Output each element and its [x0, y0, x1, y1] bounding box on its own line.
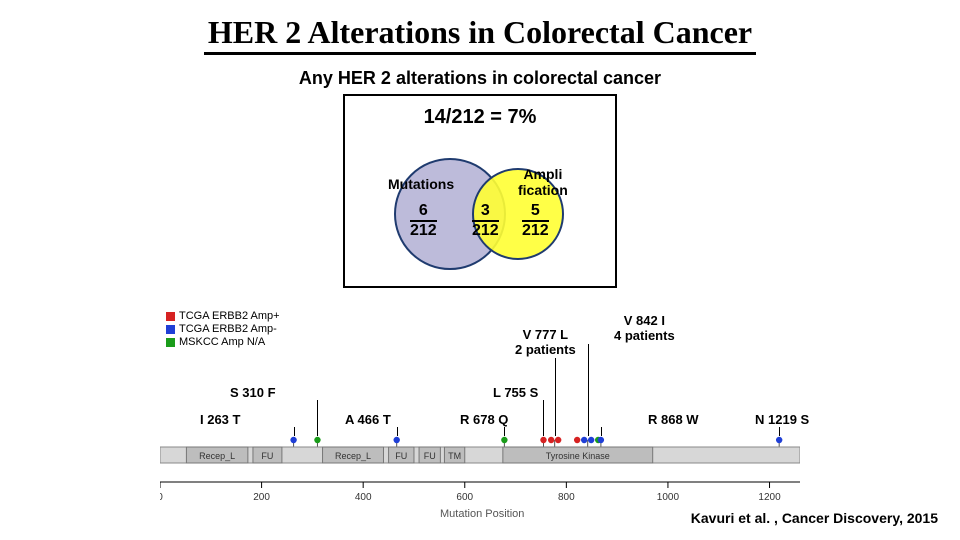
citation: Kavuri et al. , Cancer Discovery, 2015 — [691, 510, 938, 526]
venn-right-frac: 5212 — [522, 202, 549, 239]
page-title: HER 2 Alterations in Colorectal Cancer — [0, 14, 960, 51]
mutation-label-n1219s: N 1219 S — [755, 413, 809, 428]
svg-text:FU: FU — [424, 451, 436, 461]
mutation-label-r678q: R 678 Q — [460, 413, 508, 428]
mutation-label-v777l: V 777 L2 patients — [515, 328, 576, 358]
svg-text:600: 600 — [456, 492, 473, 503]
svg-text:Recep_L: Recep_L — [199, 451, 235, 461]
svg-text:FU: FU — [395, 451, 407, 461]
svg-text:0: 0 — [160, 492, 163, 503]
venn-mid-frac: 3212 — [472, 202, 499, 239]
venn-diagram: Mutations Amplification 6212 3212 5212 — [370, 144, 590, 274]
x-axis: 0 200 400 600 800 1000 1200 — [160, 480, 800, 508]
mutation-label-l755s: L 755 S — [493, 386, 538, 401]
legend: TCGA ERBB2 Amp+TCGA ERBB2 Amp-MSKCC Amp … — [166, 310, 280, 349]
legend-item: TCGA ERBB2 Amp- — [166, 323, 280, 335]
svg-text:TM: TM — [448, 451, 461, 461]
svg-text:200: 200 — [253, 492, 270, 503]
venn-left-frac: 6212 — [410, 202, 437, 239]
svg-text:800: 800 — [558, 492, 575, 503]
venn-box: 14/212 = 7% Mutations Amplification 6212… — [343, 94, 617, 288]
venn-stat: 14/212 = 7% — [345, 106, 615, 129]
venn-right-label: Amplification — [518, 166, 568, 198]
mutation-label-v842i: V 842 I4 patients — [614, 314, 675, 344]
legend-item: TCGA ERBB2 Amp+ — [166, 310, 280, 322]
svg-text:Recep_L: Recep_L — [335, 451, 371, 461]
svg-text:400: 400 — [355, 492, 372, 503]
mutation-label-i263t: I 263 T — [200, 413, 240, 428]
mutation-label-a466t: A 466 T — [345, 413, 391, 428]
venn-left-label: Mutations — [388, 176, 454, 192]
axis-label: Mutation Position — [440, 508, 524, 520]
legend-item: MSKCC Amp N/A — [166, 336, 280, 348]
slide: HER 2 Alterations in Colorectal Cancer A… — [0, 0, 960, 540]
mutation-label-r868w: R 868 W — [648, 413, 699, 428]
svg-text:1200: 1200 — [758, 492, 781, 503]
svg-text:Tyrosine Kinase: Tyrosine Kinase — [546, 451, 610, 461]
svg-text:1000: 1000 — [657, 492, 680, 503]
domain-track: Recep_L FU Recep_L FU FU TM Tyrosine Kinase — [160, 445, 800, 467]
subtitle: Any HER 2 alterations in colorectal canc… — [0, 68, 960, 89]
mutation-label-s310f: S 310 F — [230, 386, 276, 401]
svg-text:FU: FU — [261, 451, 273, 461]
